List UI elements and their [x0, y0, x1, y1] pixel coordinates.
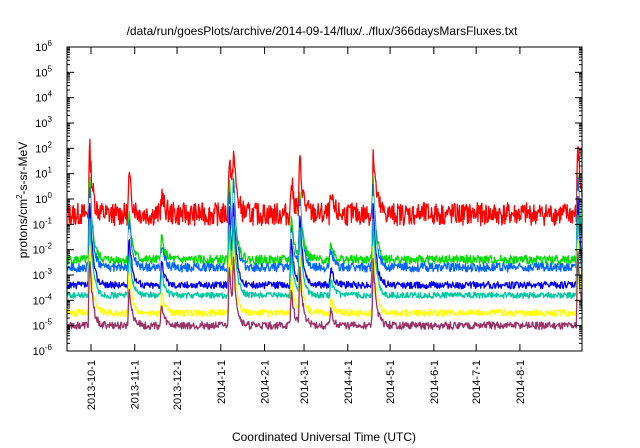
- flux-series-line: [66, 250, 583, 331]
- y-tick-label: 103: [35, 115, 52, 130]
- y-tick-label: 105: [35, 64, 52, 79]
- x-axis-ticks: 2013-10-1 2013-11-1 2013-12-1 2014-1-1 2014-…: [86, 47, 527, 410]
- x-axis-label: Coordinated Universal Time (UTC): [232, 430, 416, 444]
- y-tick-label: 100: [35, 191, 52, 206]
- plot-series: [66, 138, 583, 331]
- y-axis-ticks: 10-6 10-5 10-4 10-3 10-2 10-1 100 101 102 103 104 1…: [33, 39, 582, 358]
- x-tick-label: 2014-7-1: [471, 360, 483, 404]
- y-axis-label-sup: 2: [15, 194, 24, 199]
- flux-series-line: [66, 239, 583, 318]
- chart-title: /data/run/goesPlots/archive/2014-09-14/f…: [127, 24, 519, 38]
- y-axis-label-main: protons/cm: [16, 199, 30, 258]
- y-tick-label: 104: [35, 90, 52, 105]
- x-tick-label: 2013-11-1: [130, 360, 142, 409]
- y-tick-label: 10-4: [33, 292, 53, 307]
- x-tick-label: 2014-6-1: [429, 360, 441, 404]
- x-tick-label: 2014-3-1: [299, 360, 311, 404]
- y-tick-label: 10-2: [33, 242, 53, 257]
- y-tick-label: 10-1: [33, 216, 53, 231]
- flux-series-line: [66, 214, 583, 299]
- y-tick-label: 10-5: [33, 318, 53, 333]
- y-tick-label: 101: [35, 166, 52, 181]
- x-tick-label: 2014-8-1: [515, 360, 527, 404]
- y-tick-label: 102: [35, 140, 52, 155]
- y-axis-label: protons/cm2-s-sr-MeV: [15, 142, 30, 258]
- x-tick-label: 2014-5-1: [385, 360, 397, 404]
- flux-series-line: [66, 138, 583, 227]
- y-tick-label: 106: [35, 39, 52, 54]
- y-tick-label: 10-6: [33, 343, 53, 358]
- plot-frame: [66, 46, 583, 352]
- y-tick-label: 10-3: [33, 267, 53, 282]
- flux-series-line: [66, 190, 583, 279]
- flux-series-line: [66, 195, 583, 290]
- x-tick-label: 2013-12-1: [172, 360, 184, 410]
- x-tick-label: 2014-1-1: [216, 360, 228, 404]
- y-axis-label-rest: -s-sr-MeV: [16, 142, 30, 195]
- x-tick-label: 2013-10-1: [86, 360, 98, 410]
- x-tick-label: 2014-2-1: [260, 360, 272, 404]
- x-tick-label: 2014-4-1: [343, 360, 355, 404]
- flux-series-line: [66, 176, 583, 273]
